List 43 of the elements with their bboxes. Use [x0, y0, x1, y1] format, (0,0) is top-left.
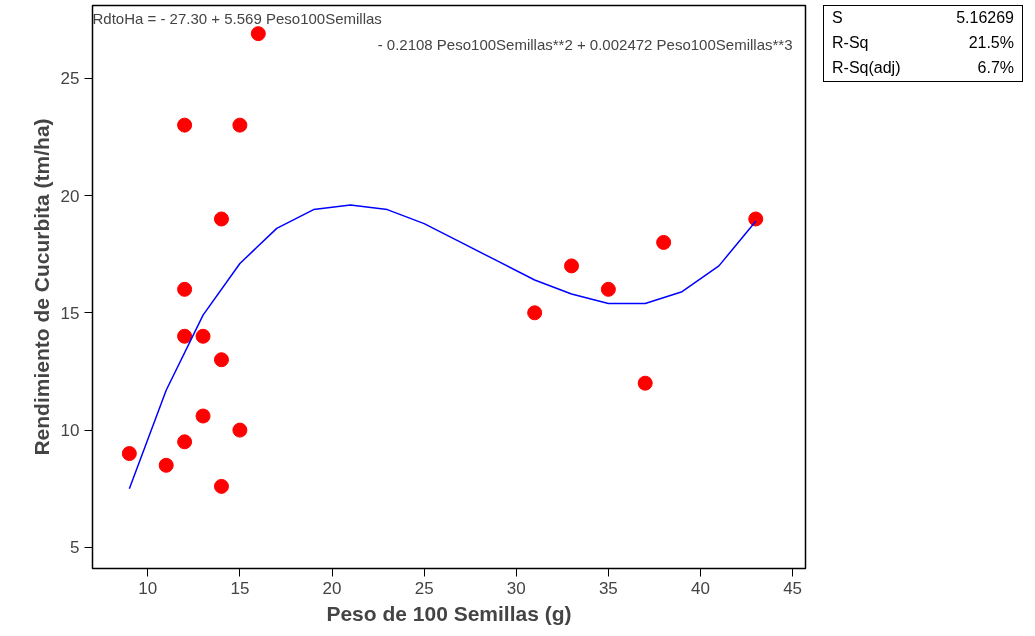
x-tick-label: 35 — [598, 578, 618, 598]
y-tick-label: 25 — [60, 69, 80, 89]
x-axis-title: Peso de 100 Semillas (g) — [326, 601, 572, 625]
y-tick-label: 20 — [60, 186, 80, 206]
annotation: - 0.2108 Peso100Semillas**2 + 0.002472 Peso100Semillas**3 — [377, 36, 793, 53]
annotation: RdtoHa = - 27.30 + 5.569 Peso100Semillas — [92, 10, 382, 27]
x-tick-label: 45 — [783, 578, 803, 598]
point — [637, 375, 653, 391]
text: S — [831, 8, 844, 28]
x-tick-label: 15 — [230, 578, 250, 598]
x-tick-label: 20 — [322, 578, 342, 598]
point — [121, 446, 137, 462]
y-tick-label: 5 — [70, 538, 80, 558]
point — [564, 258, 580, 274]
point — [250, 26, 266, 42]
text: 5.16269 — [955, 8, 1015, 28]
point — [158, 457, 174, 473]
point — [232, 422, 248, 438]
text: R-Sq — [831, 32, 870, 53]
y-tick-label: 10 — [60, 421, 80, 441]
y-tick-label: 15 — [60, 303, 80, 323]
point — [213, 211, 229, 227]
point — [195, 328, 211, 344]
point — [600, 281, 616, 297]
y-axis-title: Rendimiento de Cucurbita (tm/ha) — [29, 118, 53, 456]
point — [213, 352, 229, 368]
point — [213, 478, 229, 494]
point — [195, 408, 211, 424]
text: 6.7% — [976, 57, 1015, 78]
point — [177, 117, 193, 133]
text: 21.5% — [967, 32, 1015, 53]
x-tick-label: 10 — [138, 578, 158, 598]
x-tick-label: 25 — [414, 578, 434, 598]
point — [527, 305, 543, 321]
point — [748, 211, 764, 227]
point — [177, 281, 193, 297]
x-tick-label: 40 — [691, 578, 710, 598]
text: R-Sq(adj) — [831, 57, 902, 78]
point — [656, 234, 672, 250]
point — [232, 117, 248, 133]
point — [177, 434, 193, 450]
point — [177, 328, 193, 344]
x-tick-label: 30 — [506, 578, 526, 598]
